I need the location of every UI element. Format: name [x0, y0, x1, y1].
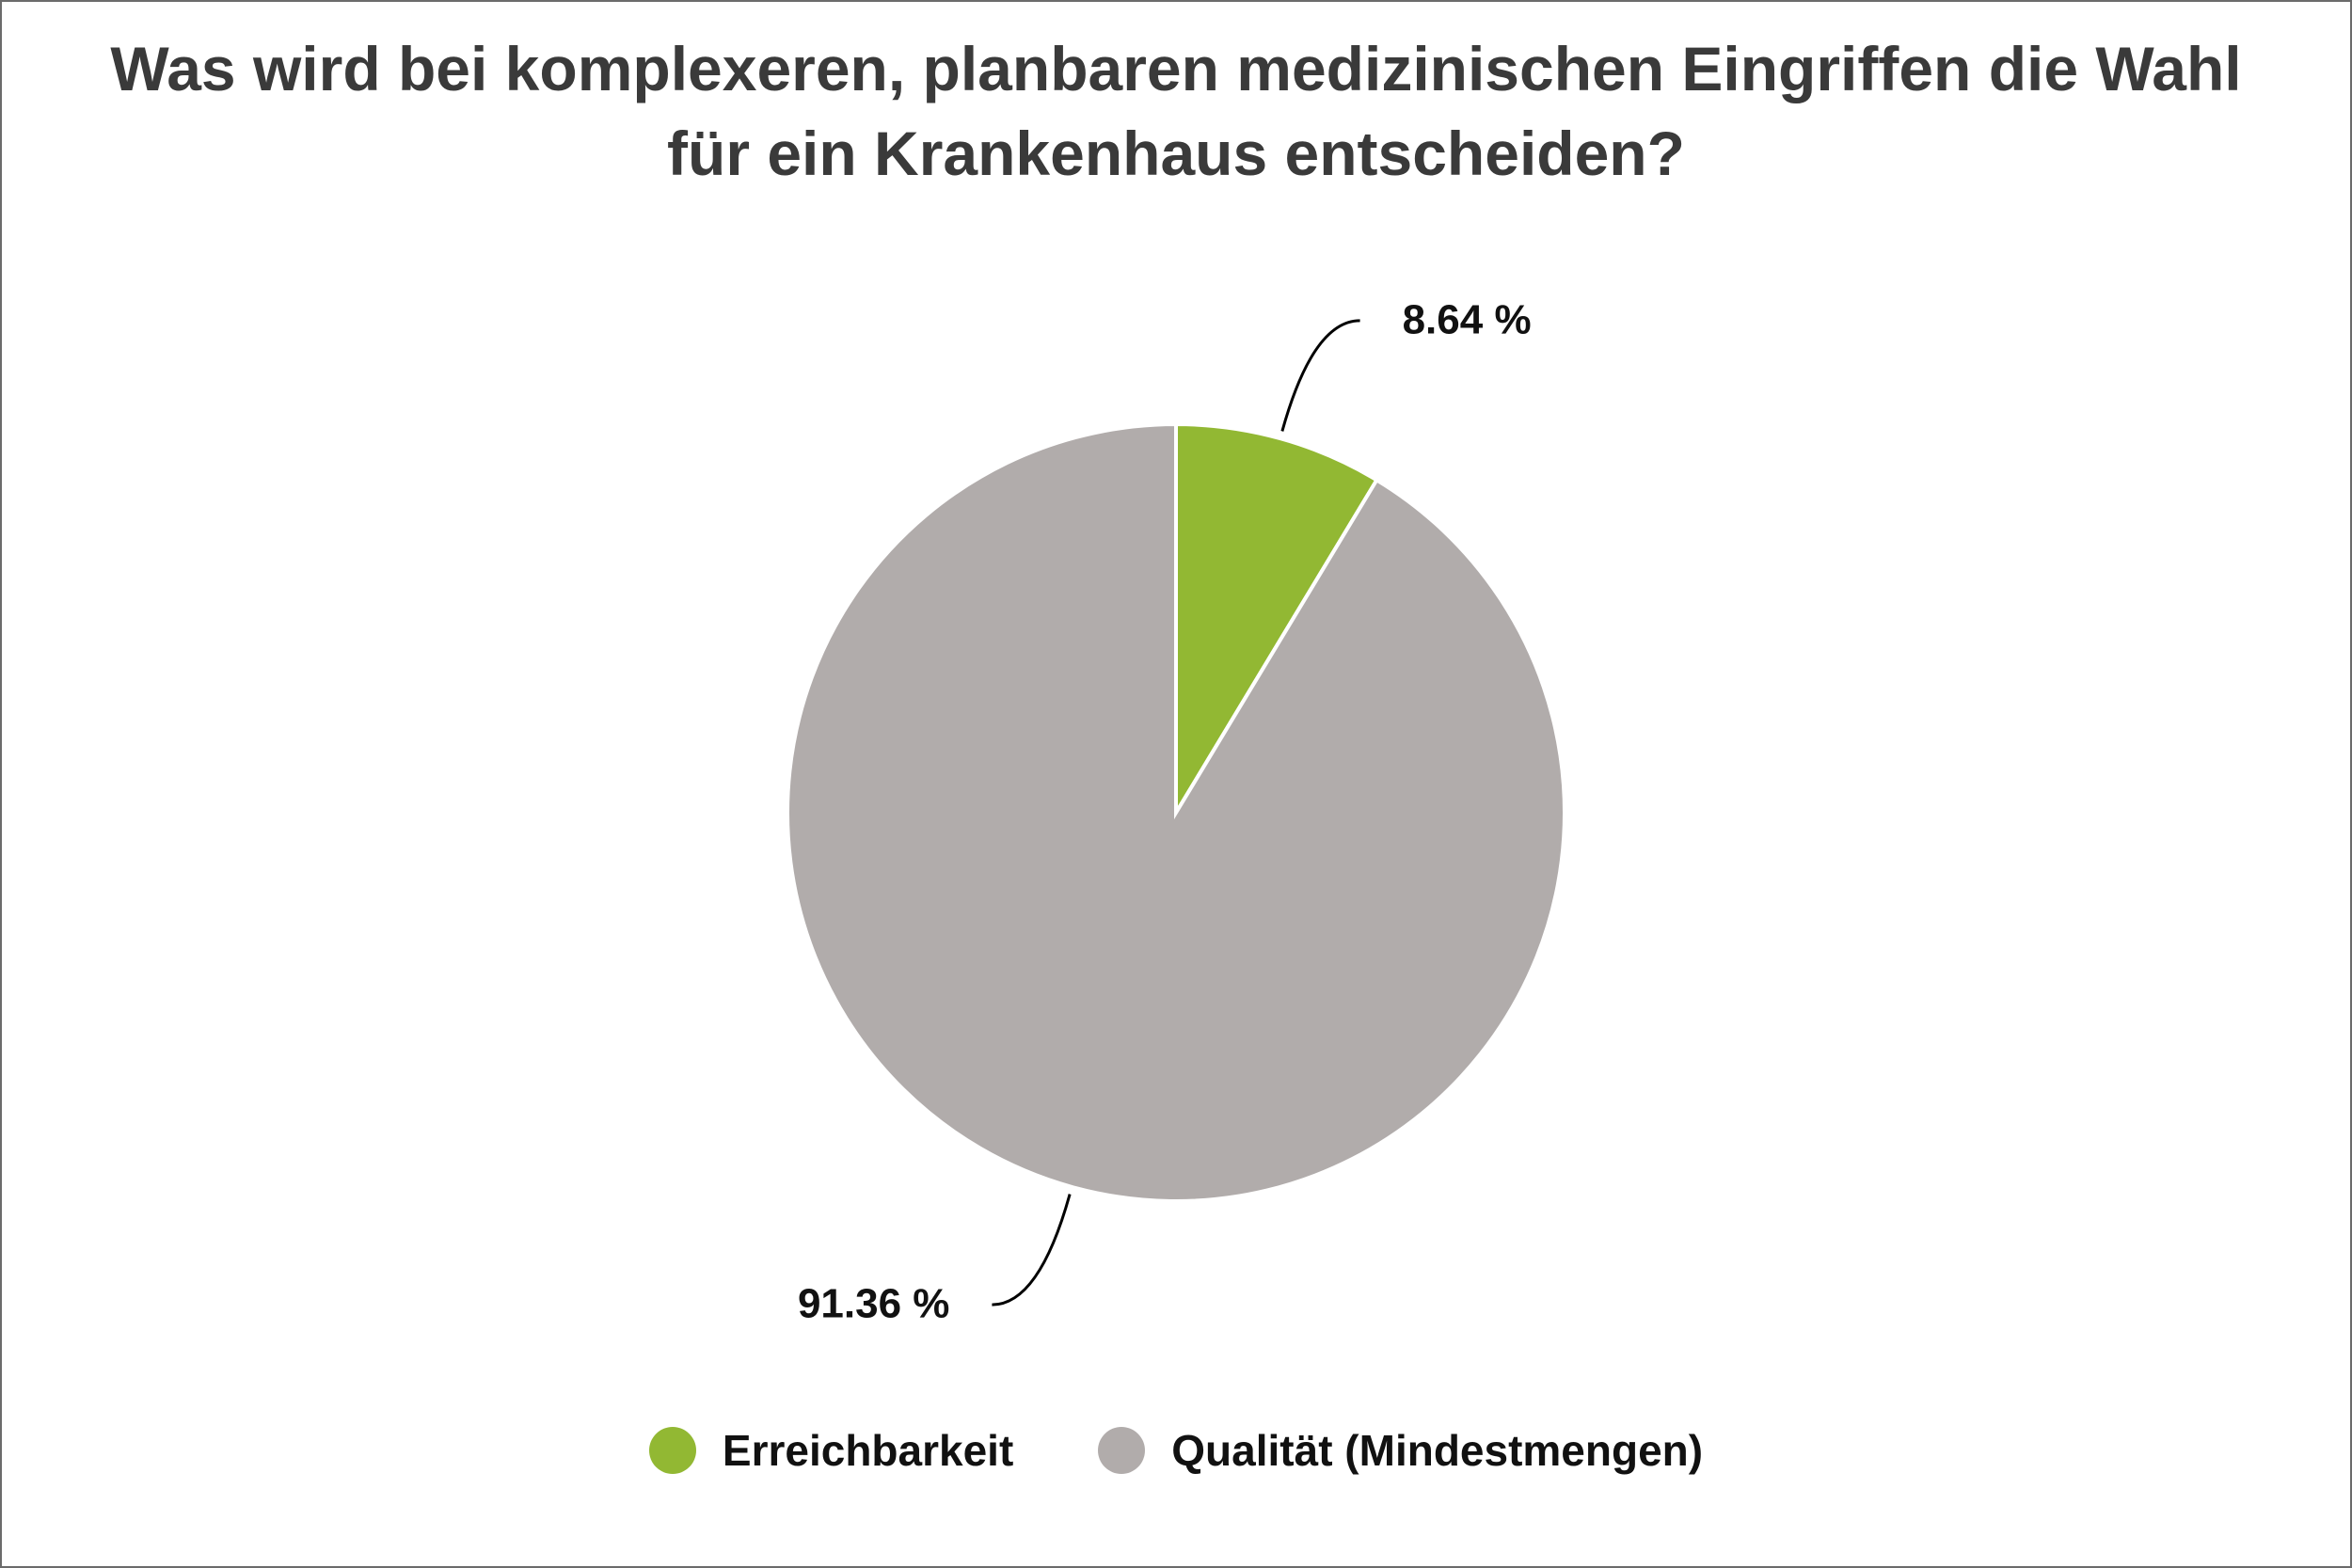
leader-line [992, 1194, 1072, 1307]
pie-slice [1174, 421, 1380, 820]
legend-label: Erreichbarkeit [722, 1426, 1014, 1475]
data-label: 8.64 % [1403, 297, 1532, 343]
chart-title: Was wird bei komplexeren, planbaren medi… [110, 34, 2242, 188]
legend-marker [648, 1427, 696, 1474]
legend-item: Erreichbarkeit [648, 1425, 1014, 1476]
leader-line [1280, 319, 1360, 432]
legend-label: Qualität (Mindestmengen) [1171, 1426, 1704, 1475]
legend-item: Qualität (Mindestmengen) [1098, 1425, 1703, 1476]
legend-marker [1098, 1427, 1146, 1474]
pie-slice [786, 421, 1566, 1203]
data-label: 91.36 % [798, 1281, 949, 1327]
legend: Erreichbarkeit Qualität (Mindestmengen) [0, 1425, 2352, 1476]
